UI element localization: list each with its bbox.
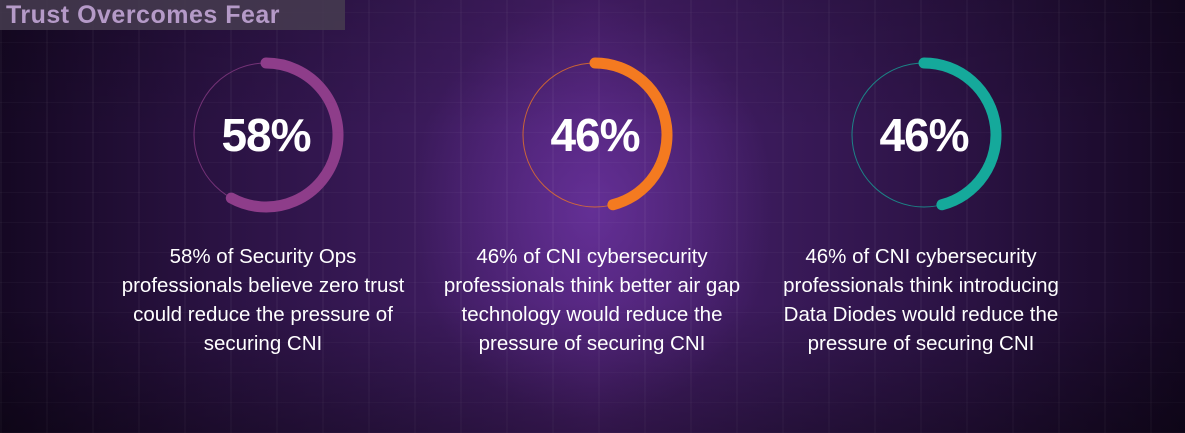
- donut-arc: [225, 57, 344, 213]
- donut-ring: 58%: [188, 57, 344, 213]
- donut-arc: [589, 57, 673, 211]
- page-title: Trust Overcomes Fear: [6, 0, 281, 29]
- percent-label: 58%: [221, 109, 311, 161]
- donut-chart: [193, 57, 344, 213]
- donut-chart: [851, 57, 1002, 211]
- percent-label: 46%: [550, 109, 640, 161]
- donut-chart: [522, 57, 673, 211]
- stat-caption: 58% of Security Ops professionals believ…: [121, 245, 405, 355]
- stat-caption: 46% of CNI cybersecurity professionals t…: [443, 245, 741, 355]
- title-banner: Trust Overcomes Fear: [0, 0, 345, 30]
- donut-ring: 46%: [517, 57, 673, 213]
- donut-ring: 46%: [846, 57, 1002, 213]
- percent-label: 46%: [879, 109, 969, 161]
- stat-caption: 46% of CNI cybersecurity professionals t…: [783, 245, 1059, 355]
- donut-arc: [918, 57, 1002, 211]
